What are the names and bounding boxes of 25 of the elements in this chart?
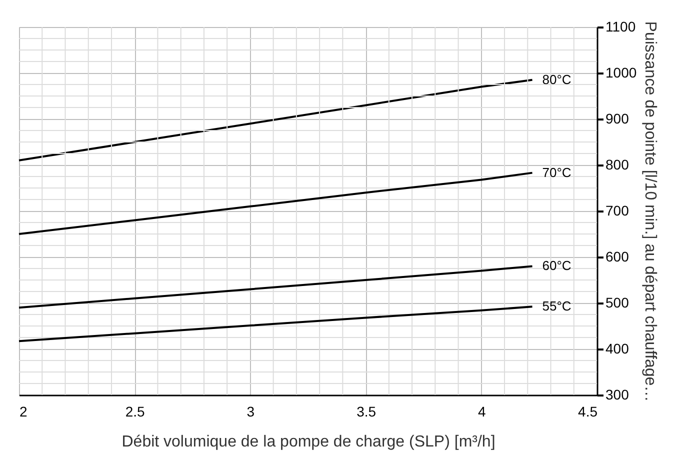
- series-label: 55°C: [542, 298, 572, 314]
- series-label: 80°C: [542, 72, 572, 87]
- x-tick-label: 3: [246, 404, 255, 420]
- y-tick-label: 300: [606, 386, 630, 402]
- x-tick-label: 2.5: [125, 404, 146, 420]
- y-tick-label: 1000: [606, 64, 637, 80]
- x-tick-label: 2: [20, 404, 28, 420]
- x-tick-label: 4: [478, 404, 486, 420]
- y-tick-label: 900: [606, 110, 630, 126]
- x-tick-label: 3.5: [356, 404, 376, 420]
- line-series: [18, 172, 534, 235]
- y-tick-label: 600: [606, 248, 630, 264]
- x-tick-label: 4.5: [578, 404, 598, 420]
- y-tick-label: 1100: [606, 18, 636, 34]
- series-label: 60°C: [542, 258, 572, 274]
- y-tick-label: 500: [606, 294, 630, 310]
- series-label: 70°C: [542, 164, 572, 180]
- line-series: [18, 306, 534, 342]
- y-tick-label: 800: [606, 156, 630, 172]
- line-series: [18, 265, 534, 309]
- y-tick-label: 400: [606, 340, 630, 356]
- x-axis-title: Débit volumique de la pompe de charge (SLP) [m³/h]: [122, 434, 496, 450]
- y-tick-label: 700: [606, 202, 630, 218]
- y-axis-title: Puissance de pointe [l/10 min.] au départ chauffage…: [642, 21, 659, 402]
- line-series: [18, 78, 534, 162]
